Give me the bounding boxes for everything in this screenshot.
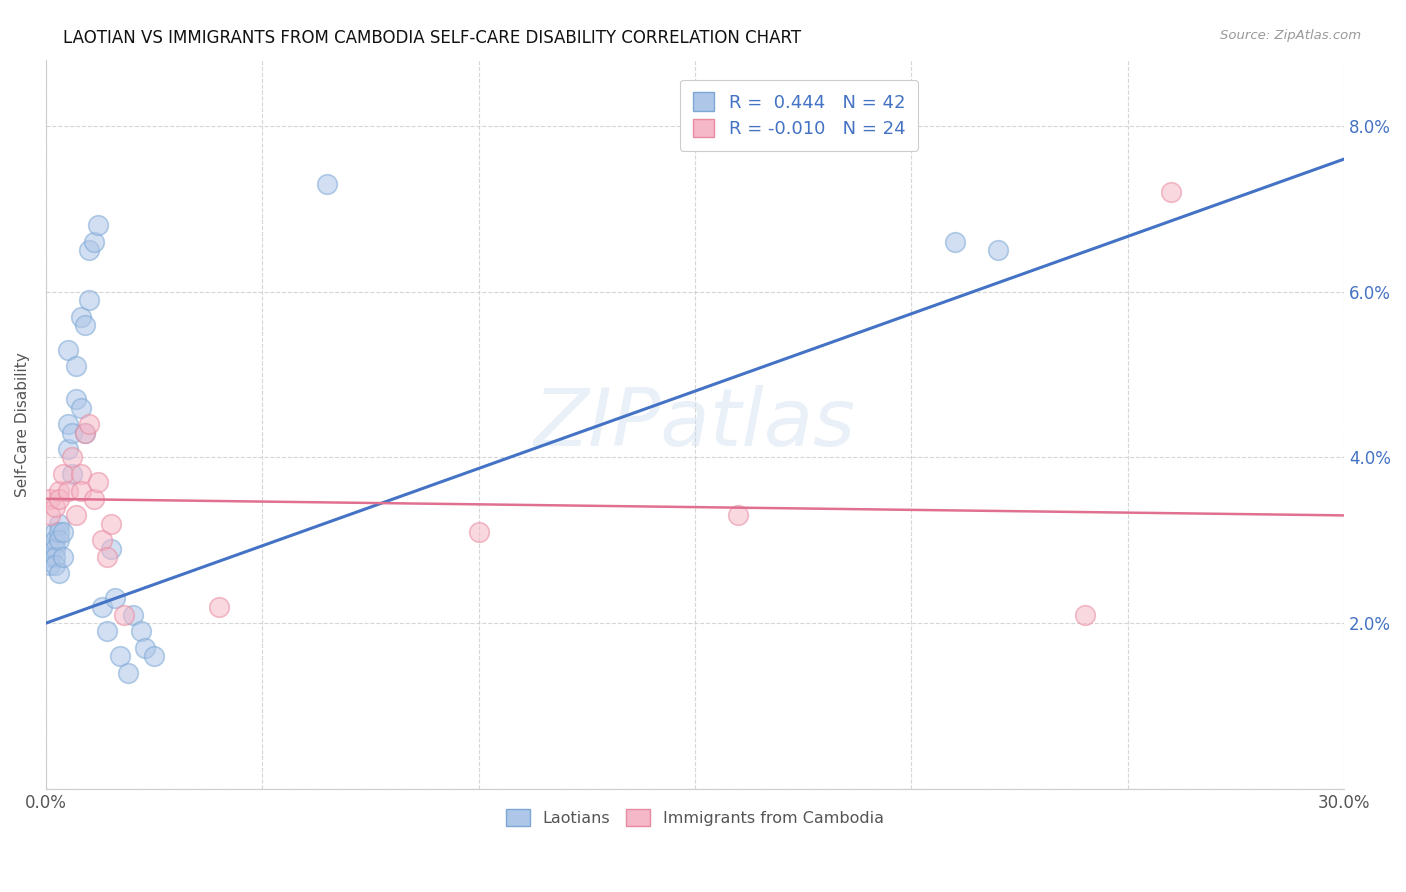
Point [48,483,70,498]
Point [48,516,70,531]
Point [83,235,105,249]
Point [39,549,62,564]
Point [112,607,135,622]
Point [91,599,114,614]
Point [69,310,91,324]
Point [104,591,127,606]
Point [56,483,79,498]
Point [77,243,100,257]
Point [65,508,87,523]
Point [316,177,339,191]
Point [208,599,231,614]
Point [77,293,100,307]
Point [60,467,83,481]
Point [87,475,110,490]
Text: ZIPatlas: ZIPatlas [534,385,856,463]
Point [44,500,66,515]
Point [100,541,122,556]
Point [143,649,166,664]
Text: Source: ZipAtlas.com: Source: ZipAtlas.com [1220,29,1361,42]
Point [117,665,139,680]
Point [60,450,83,465]
Point [467,524,489,539]
Point [52,467,75,481]
Point [87,219,110,233]
Point [83,491,105,506]
Point [134,640,156,655]
Point [44,558,66,573]
Point [943,235,966,249]
Point [44,533,66,548]
Point [69,483,91,498]
Point [56,417,79,432]
Point [1160,185,1182,199]
Point [121,607,143,622]
Point [48,524,70,539]
Point [73,318,96,332]
Point [96,624,118,639]
Point [56,442,79,456]
Point [1073,607,1095,622]
Legend: Laotians, Immigrants from Cambodia: Laotians, Immigrants from Cambodia [496,800,894,836]
Point [727,508,749,523]
Point [39,508,62,523]
Point [44,524,66,539]
Point [65,359,87,374]
Point [52,524,75,539]
Point [129,624,152,639]
Point [108,649,131,664]
Point [69,401,91,415]
Point [48,491,70,506]
Y-axis label: Self-Care Disability: Self-Care Disability [15,351,30,497]
Point [60,425,83,440]
Point [77,417,100,432]
Point [987,243,1010,257]
Point [39,558,62,573]
Point [44,541,66,556]
Point [73,425,96,440]
Point [69,467,91,481]
Point [100,516,122,531]
Point [91,533,114,548]
Point [96,549,118,564]
Point [52,549,75,564]
Point [39,541,62,556]
Point [39,491,62,506]
Text: LAOTIAN VS IMMIGRANTS FROM CAMBODIA SELF-CARE DISABILITY CORRELATION CHART: LAOTIAN VS IMMIGRANTS FROM CAMBODIA SELF… [63,29,801,46]
Point [44,549,66,564]
Point [48,533,70,548]
Point [56,343,79,357]
Point [73,425,96,440]
Point [65,392,87,407]
Point [48,566,70,581]
